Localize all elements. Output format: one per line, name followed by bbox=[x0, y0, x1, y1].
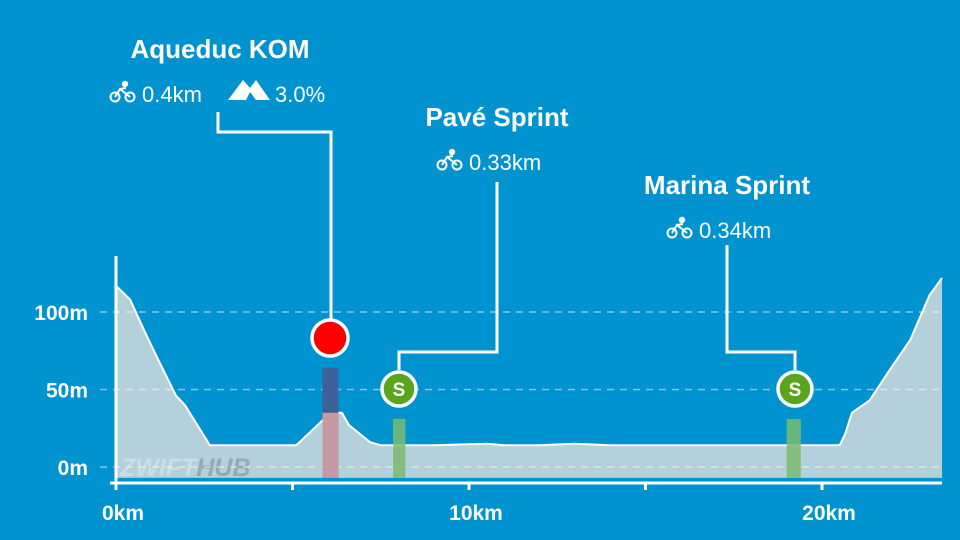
segment-length: 0.34km bbox=[699, 218, 771, 243]
bike-icon bbox=[109, 80, 136, 103]
elevation-line bbox=[115, 277, 943, 447]
elevation-area bbox=[116, 277, 943, 478]
segment-callout-sprint: S Pavé Sprint 0.33km bbox=[380, 102, 569, 408]
mountain-icon bbox=[228, 80, 270, 100]
y-tick-label: 0m bbox=[58, 457, 88, 480]
x-tick-label: 0km bbox=[102, 502, 144, 525]
segment-name: Pavé Sprint bbox=[425, 102, 568, 132]
wheel bbox=[124, 91, 136, 103]
wheel bbox=[681, 227, 693, 239]
frame bbox=[114, 87, 131, 98]
y-tick-label: 50m bbox=[46, 380, 88, 403]
sprint-badge-label: S bbox=[393, 380, 406, 401]
segment-name: Marina Sprint bbox=[644, 170, 810, 200]
segment-callout-sprint: S Marina Sprint 0.34km bbox=[644, 170, 814, 408]
segment-bar bbox=[786, 418, 801, 478]
watermark-zwift: ZWIFT bbox=[119, 454, 199, 482]
watermark: ZWIFTHUB bbox=[119, 454, 251, 482]
head bbox=[121, 80, 129, 88]
segment-length: 0.4km bbox=[142, 82, 202, 107]
callout-line bbox=[397, 182, 499, 370]
bike-icon bbox=[436, 148, 463, 171]
x-tick-label: 20km bbox=[802, 502, 856, 525]
frame bbox=[671, 223, 688, 234]
segment-grade: 3.0% bbox=[275, 82, 325, 107]
sprint-marker bbox=[776, 370, 814, 408]
wheel bbox=[436, 159, 448, 171]
y-tick-label: 100m bbox=[34, 302, 88, 325]
frame bbox=[441, 155, 458, 166]
head bbox=[678, 216, 686, 224]
sprint-badge-label: S bbox=[789, 380, 802, 401]
segment-name: Aqueduc KOM bbox=[130, 34, 309, 64]
sprint-marker bbox=[380, 370, 418, 408]
kom-marker bbox=[310, 318, 350, 358]
segment-callout-kom: Aqueduc KOM 0.4km 3.0% bbox=[109, 34, 350, 358]
callout-line bbox=[725, 245, 797, 370]
bike-icon bbox=[666, 216, 693, 239]
x-tick-label: 10km bbox=[449, 502, 503, 525]
segment-length: 0.33km bbox=[469, 150, 541, 175]
wheel bbox=[666, 227, 678, 239]
segment-bar bbox=[393, 418, 406, 478]
wheel bbox=[109, 91, 121, 103]
segment-bar-lower bbox=[322, 412, 339, 478]
callout-line bbox=[216, 112, 333, 320]
head bbox=[448, 148, 456, 156]
wheel bbox=[451, 159, 463, 171]
watermark-hub: HUB bbox=[196, 454, 250, 482]
